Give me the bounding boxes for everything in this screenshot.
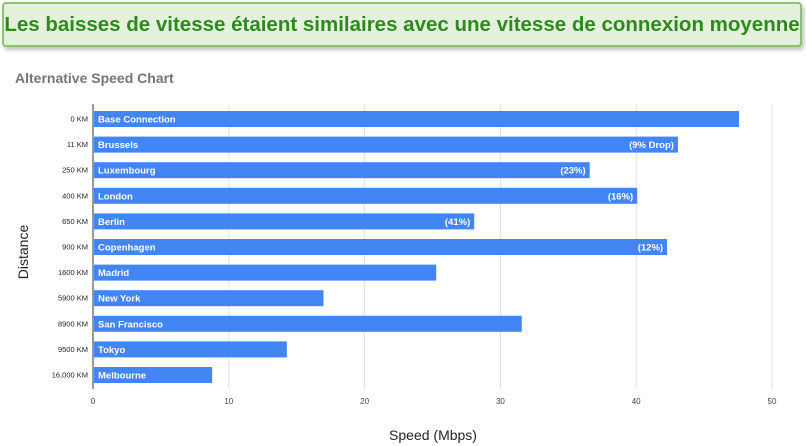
bar-name-label: Tokyo <box>98 345 125 356</box>
bar <box>94 341 287 358</box>
category-label: 900 KM <box>62 243 88 252</box>
headline-banner: Les baisses de vitesse étaient similaire… <box>2 2 802 47</box>
bars: Base Connection Brussels (9% Drop) Luxembou… <box>94 111 740 383</box>
x-tick-label: 30 <box>496 397 505 406</box>
category-label: 5900 KM <box>58 294 88 303</box>
headline-text: Les baisses de vitesse étaient similaire… <box>4 12 800 36</box>
bar <box>94 213 475 230</box>
category-label: 650 KM <box>62 217 88 226</box>
bar <box>94 367 213 383</box>
bar-name-label: New York <box>98 294 141 305</box>
y-axis-title: Distance <box>15 225 31 280</box>
x-tick-label: 20 <box>360 397 369 406</box>
x-tick-label: 0 <box>91 397 96 406</box>
bar <box>94 162 590 179</box>
bar <box>94 111 740 127</box>
bar <box>94 136 678 153</box>
x-tick-labels: 0 10 20 30 40 50 <box>91 397 777 406</box>
category-labels: 0 KM 11 KM 250 KM 400 KM 650 KM 900 KM 1600 KM… <box>52 115 88 380</box>
bar-name-label: Berlin <box>98 217 125 228</box>
bar-name-label: San Francisco <box>98 319 163 330</box>
bar-name-label: Luxembourg <box>98 166 156 177</box>
bar-drop-label: (16%) <box>608 191 633 202</box>
chart-title: Alternative Speed Chart <box>15 70 174 86</box>
category-label: 400 KM <box>62 191 88 200</box>
bar-drop-label: (41%) <box>445 217 470 228</box>
x-tick-label: 50 <box>768 397 777 406</box>
bar-drop-label: (23%) <box>560 166 585 177</box>
bar <box>94 264 437 281</box>
bar-name-label: Madrid <box>98 268 129 279</box>
category-label: 8900 KM <box>58 319 88 328</box>
bar <box>94 290 324 307</box>
x-tick-label: 40 <box>632 397 641 406</box>
x-tick-label: 10 <box>224 397 233 406</box>
x-axis-title: Speed (Mbps) <box>389 427 477 443</box>
category-label: 16,000 KM <box>52 371 88 380</box>
bar-drop-label: (9% Drop) <box>629 140 674 151</box>
bar-name-label: Copenhagen <box>98 243 156 254</box>
category-label: 11 KM <box>67 140 88 149</box>
bar <box>94 239 668 255</box>
category-label: 1600 KM <box>58 268 88 277</box>
category-label: 9500 KM <box>58 345 88 354</box>
bar-name-label: London <box>98 191 133 202</box>
category-label: 0 KM <box>70 115 88 124</box>
bar-drop-label: (12%) <box>638 243 663 254</box>
bar <box>94 315 522 332</box>
bar-name-label: Melbourne <box>98 371 146 382</box>
bar <box>94 187 638 204</box>
bar-name-label: Base Connection <box>98 115 176 126</box>
category-label: 250 KM <box>62 166 88 175</box>
bar-name-label: Brussels <box>98 140 138 151</box>
